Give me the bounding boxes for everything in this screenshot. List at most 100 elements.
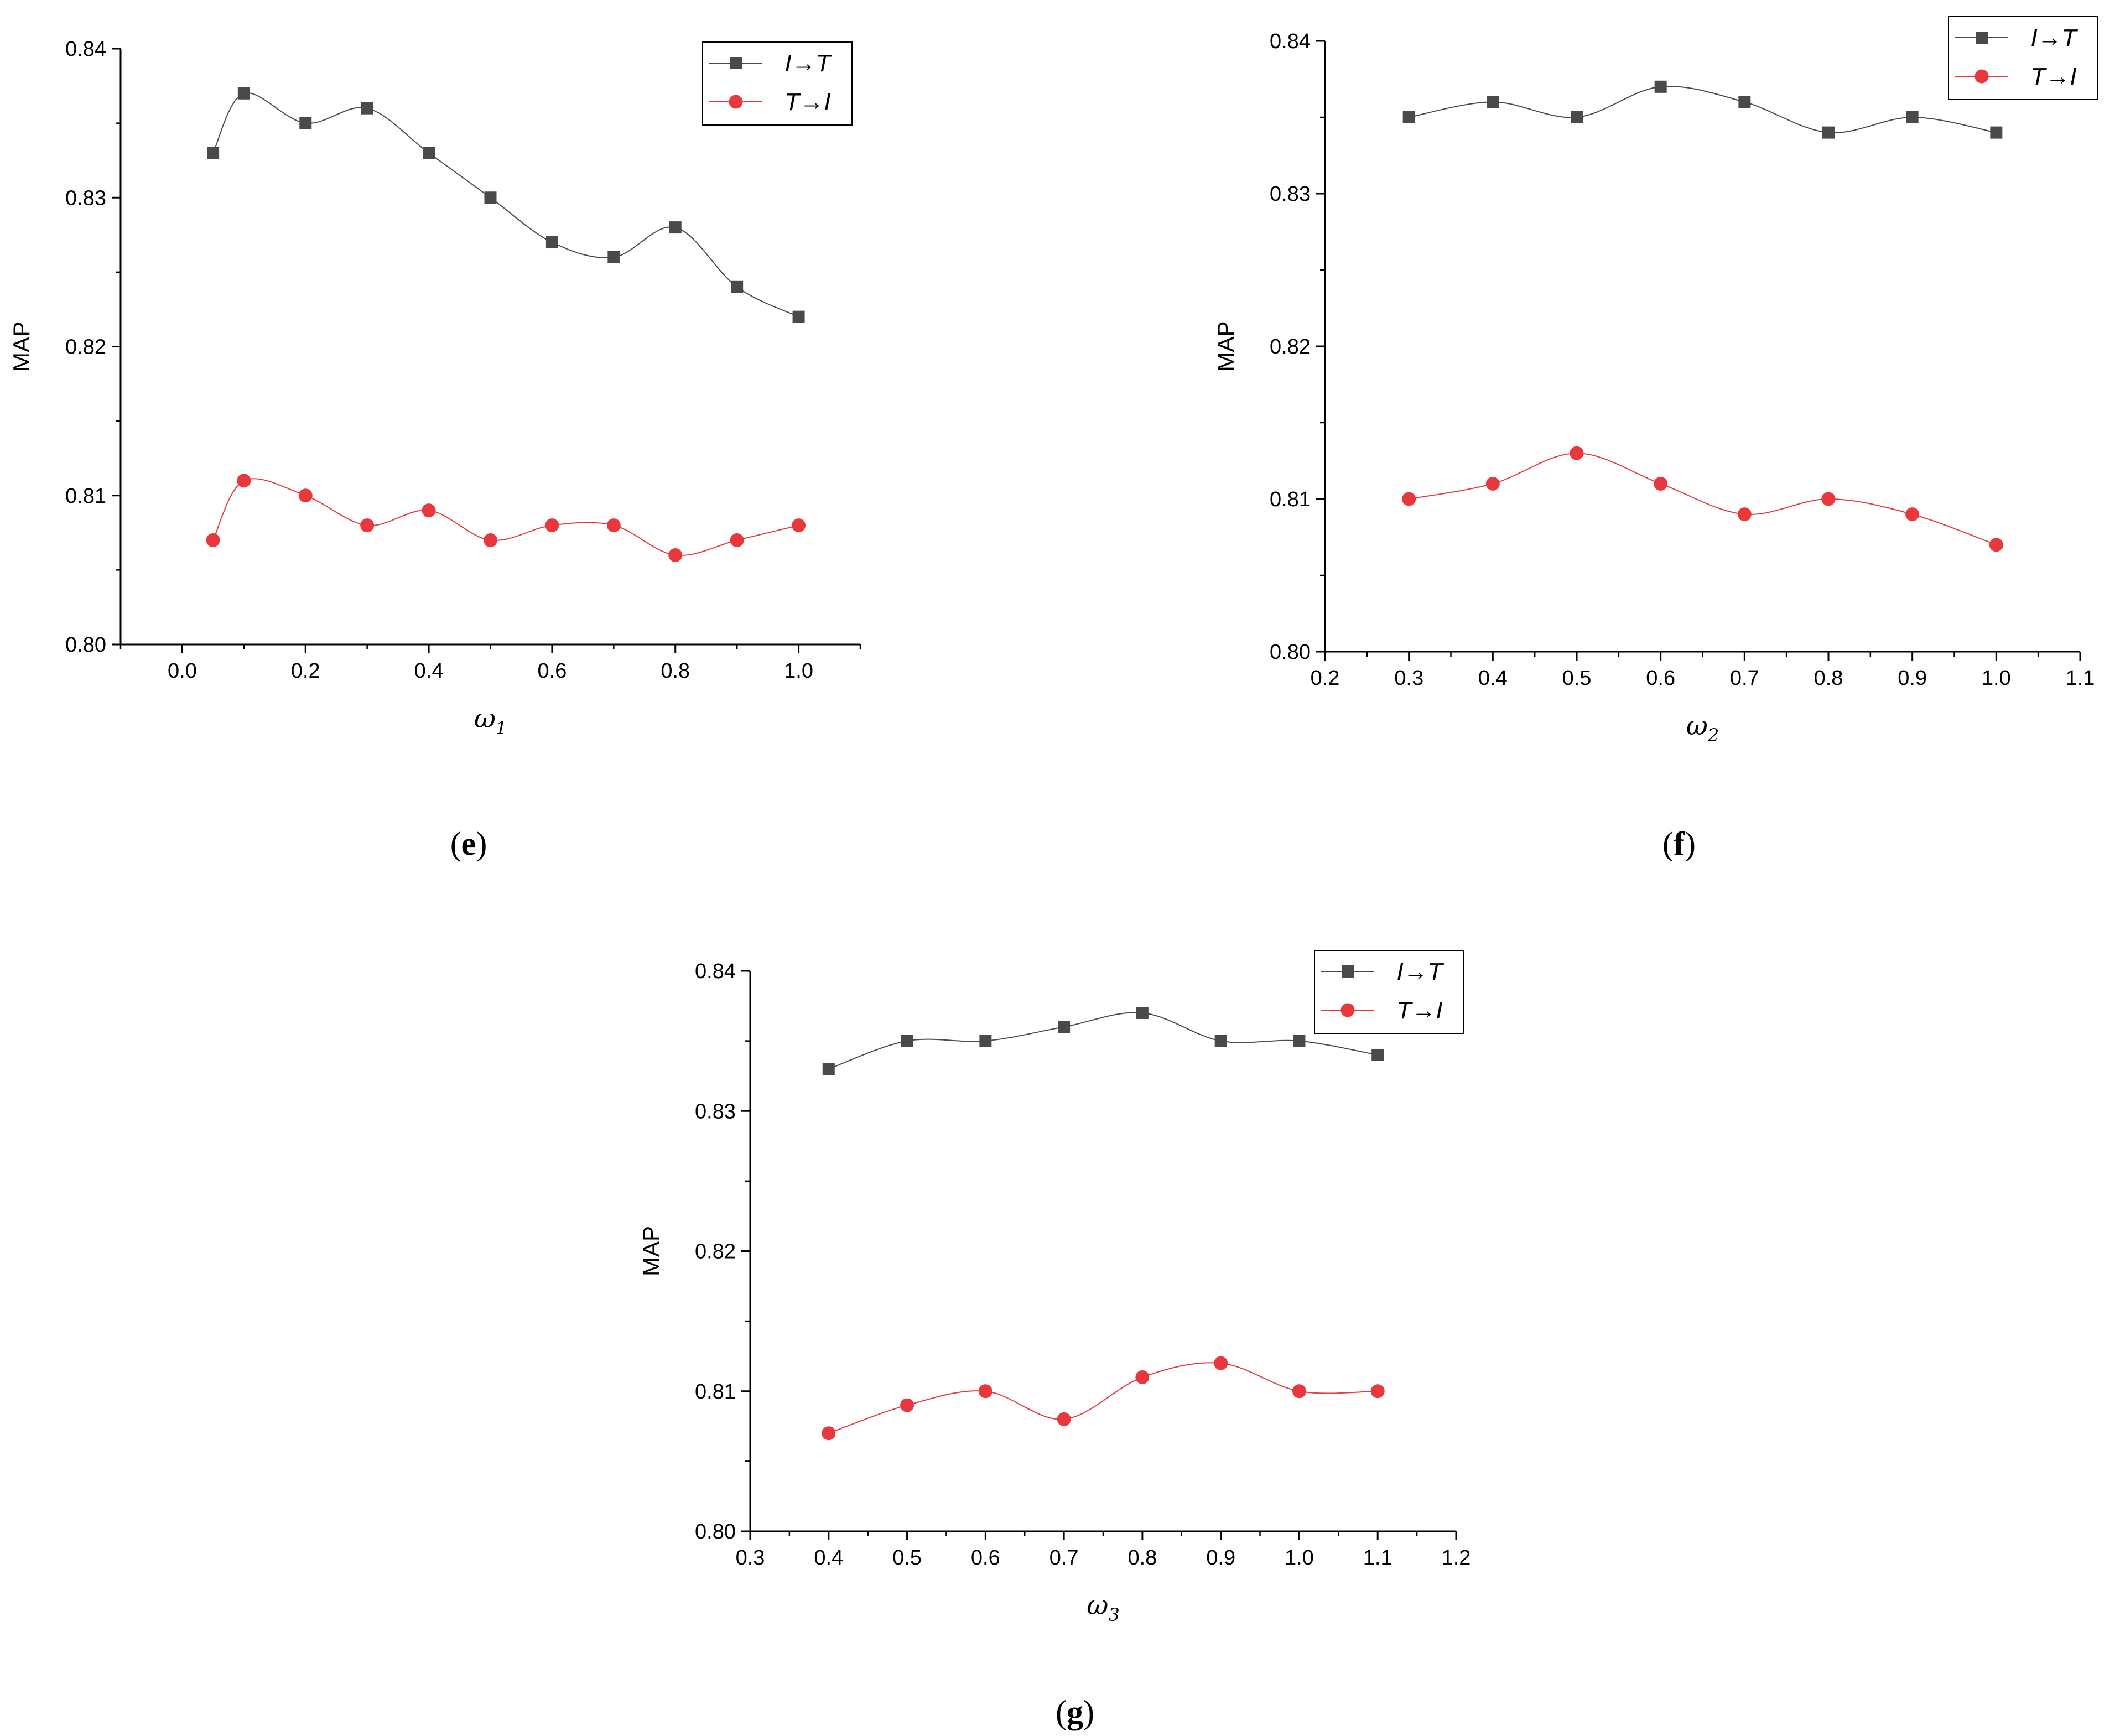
legend-marker xyxy=(730,57,742,69)
data-point-t-to-i xyxy=(730,533,744,548)
legend-marker xyxy=(1340,1003,1355,1017)
x-tick-label: 1.0 xyxy=(784,659,813,683)
data-point-t-to-i xyxy=(1821,492,1836,506)
legend-label: T→I xyxy=(1396,997,1442,1024)
data-point-t-to-i xyxy=(822,1426,836,1441)
data-point-i-to-t xyxy=(1654,80,1667,93)
y-tick-label: 0.80 xyxy=(695,1520,736,1543)
y-tick-label: 0.84 xyxy=(695,960,736,983)
data-point-t-to-i xyxy=(484,533,497,548)
x-tick-label: 1.2 xyxy=(1442,1546,1471,1569)
data-point-i-to-t xyxy=(822,1063,835,1075)
y-tick-label: 0.81 xyxy=(65,485,106,508)
y-tick-label: 0.82 xyxy=(65,336,106,359)
y-tick-label: 0.82 xyxy=(695,1240,736,1264)
x-tick-label: 0.5 xyxy=(892,1546,922,1569)
legend-box xyxy=(1314,950,1464,1034)
legend-marker xyxy=(1974,69,1989,84)
legend-label: T→I xyxy=(784,89,830,116)
data-point-i-to-t xyxy=(423,147,435,159)
y-tick-label: 0.81 xyxy=(695,1380,736,1404)
data-point-i-to-t xyxy=(1214,1035,1227,1047)
data-point-i-to-t xyxy=(299,117,312,129)
data-point-i-to-t xyxy=(1571,111,1583,123)
legend: I→T T→I xyxy=(1314,950,1464,1034)
data-point-i-to-t xyxy=(792,310,805,323)
x-tick-label: 1.1 xyxy=(2066,667,2095,690)
panel-caption: (e) xyxy=(450,825,487,862)
y-tick-label: 0.83 xyxy=(695,1100,736,1123)
x-tick-label: 0.7 xyxy=(1049,1546,1079,1569)
data-point-t-to-i xyxy=(206,533,220,548)
x-tick-label: 0.0 xyxy=(168,659,197,683)
panel-caption: (f) xyxy=(1662,825,1696,862)
data-point-t-to-i xyxy=(1989,538,2003,552)
x-tick-label: 0.6 xyxy=(1646,667,1675,690)
x-tick-label: 0.4 xyxy=(1478,667,1508,690)
x-tick-label: 0.6 xyxy=(538,659,567,683)
data-point-i-to-t xyxy=(1822,126,1835,139)
data-point-t-to-i xyxy=(298,488,313,503)
x-tick-label: 0.7 xyxy=(1730,667,1759,690)
data-point-i-to-t xyxy=(1990,126,2003,139)
data-point-i-to-t xyxy=(1738,96,1751,108)
data-point-i-to-t xyxy=(1058,1021,1071,1033)
data-point-i-to-t xyxy=(1293,1035,1306,1047)
x-tick-label: 0.2 xyxy=(1311,667,1340,690)
y-tick-label: 0.84 xyxy=(1270,30,1311,53)
data-point-i-to-t xyxy=(979,1035,992,1047)
legend-box xyxy=(1948,16,2098,100)
legend: I→T T→I xyxy=(1948,16,2098,100)
x-tick-label: 1.0 xyxy=(1285,1546,1314,1569)
legend-label: I→T xyxy=(784,50,832,77)
y-axis-label: MAP xyxy=(8,321,34,372)
data-point-t-to-i xyxy=(1057,1412,1071,1426)
x-tick-label: 0.8 xyxy=(661,659,690,683)
legend-marker xyxy=(1342,965,1354,978)
legend-label: I→T xyxy=(2030,24,2078,51)
x-tick-label: 0.3 xyxy=(736,1546,765,1569)
x-axis-label: ω1 xyxy=(474,703,507,739)
legend-label: T→I xyxy=(2030,63,2076,90)
y-axis-label: MAP xyxy=(638,1226,664,1276)
panel-caption: (g) xyxy=(1056,1694,1094,1730)
x-tick-label: 0.3 xyxy=(1394,667,1423,690)
series-line-t-to-i xyxy=(1409,453,1997,545)
chart-panel-f: 0.80 0.81 0.82 0.83 0.84 0.2 0.3 0.4 0.5 0.6 0.7 0.… xyxy=(1213,16,2098,862)
y-tick-label: 0.83 xyxy=(1270,183,1311,206)
data-point-i-to-t xyxy=(901,1035,913,1047)
y-tick-label: 0.84 xyxy=(65,38,106,61)
legend-marker xyxy=(729,95,743,109)
data-point-t-to-i xyxy=(1214,1356,1228,1370)
data-point-t-to-i xyxy=(1135,1370,1150,1384)
data-point-t-to-i xyxy=(792,518,806,533)
y-axis-label: MAP xyxy=(1213,321,1239,371)
y-tick-label: 0.82 xyxy=(1270,335,1311,358)
data-point-t-to-i xyxy=(1402,492,1416,506)
data-point-i-to-t xyxy=(545,236,558,249)
data-point-t-to-i xyxy=(545,518,559,533)
data-point-t-to-i xyxy=(1292,1384,1306,1399)
data-point-t-to-i xyxy=(978,1384,992,1399)
data-point-t-to-i xyxy=(1370,1384,1385,1399)
data-point-t-to-i xyxy=(237,474,251,488)
data-point-t-to-i xyxy=(668,548,683,562)
data-point-i-to-t xyxy=(207,147,220,159)
data-point-i-to-t xyxy=(1487,96,1499,108)
y-tick-label: 0.83 xyxy=(65,186,106,210)
data-point-i-to-t xyxy=(731,280,744,293)
data-point-i-to-t xyxy=(607,251,620,263)
y-tick-label: 0.80 xyxy=(65,633,106,657)
x-tick-label: 0.9 xyxy=(1898,667,1927,690)
data-point-i-to-t xyxy=(1402,111,1415,123)
legend-box xyxy=(702,41,853,126)
x-tick-label: 0.4 xyxy=(814,1546,843,1569)
chart-panel-g: 0.80 0.81 0.82 0.83 0.84 0.3 0.4 0.5 0.6 0.7 0.8 0.… xyxy=(638,950,1470,1730)
data-point-i-to-t xyxy=(361,102,373,115)
data-point-i-to-t xyxy=(1906,111,1919,123)
data-point-i-to-t xyxy=(484,191,497,204)
data-point-t-to-i xyxy=(422,503,436,518)
legend: I→T T→I xyxy=(702,41,853,126)
data-point-i-to-t xyxy=(237,87,250,100)
